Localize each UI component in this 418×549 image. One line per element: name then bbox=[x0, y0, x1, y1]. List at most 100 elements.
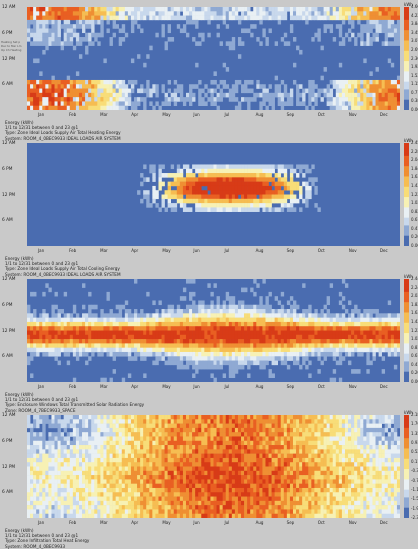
heatmap-cell bbox=[64, 339, 67, 344]
heatmap-cell bbox=[125, 428, 128, 433]
legend-swatch bbox=[404, 225, 409, 228]
heatmap-cell bbox=[36, 326, 39, 331]
heatmap-cell bbox=[296, 322, 299, 327]
heatmap-cell bbox=[226, 203, 229, 208]
heatmap-cell bbox=[97, 339, 100, 344]
heatmap-cell bbox=[134, 449, 137, 454]
y-tick-label: 12 AM bbox=[2, 5, 26, 10]
heatmap-cell bbox=[85, 89, 88, 94]
heatmap-cell bbox=[269, 356, 272, 361]
heatmap-cell bbox=[165, 475, 168, 480]
heatmap-cell bbox=[94, 343, 97, 348]
heatmap-cell bbox=[195, 497, 198, 502]
heatmap-cell bbox=[342, 37, 345, 42]
heatmap-cell bbox=[180, 471, 183, 476]
heatmap-cell bbox=[137, 419, 140, 424]
heatmap-cell bbox=[256, 352, 259, 357]
heatmap-cell bbox=[119, 318, 122, 323]
heatmap-cell bbox=[88, 436, 91, 441]
heatmap-cell bbox=[180, 505, 183, 510]
heatmap-cell bbox=[336, 80, 339, 85]
heatmap-cell bbox=[275, 339, 278, 344]
heatmap-cell bbox=[275, 335, 278, 340]
heatmap-cell bbox=[45, 318, 48, 323]
heatmap-cell bbox=[79, 497, 82, 502]
heatmap-cell bbox=[223, 80, 226, 85]
legend-swatch bbox=[404, 33, 409, 36]
heatmap-cell bbox=[70, 335, 73, 340]
heatmap-cell bbox=[363, 101, 366, 106]
heatmap-cell bbox=[183, 7, 186, 12]
heatmap-cell bbox=[125, 322, 128, 327]
heatmap-cell bbox=[171, 441, 174, 446]
heatmap-cell bbox=[256, 177, 259, 182]
heatmap-cell bbox=[333, 343, 336, 348]
heatmap-cell bbox=[198, 436, 201, 441]
heatmap-cell bbox=[61, 11, 64, 16]
heatmap-cell bbox=[82, 467, 85, 472]
heatmap-cell bbox=[379, 331, 382, 336]
heatmap-cell bbox=[116, 471, 119, 476]
heatmap-cell bbox=[308, 326, 311, 331]
heatmap-cell bbox=[88, 497, 91, 502]
heatmap-cell bbox=[348, 313, 351, 318]
heatmap-cell bbox=[235, 173, 238, 178]
heatmap-cell bbox=[113, 369, 116, 374]
heatmap-cell bbox=[128, 441, 131, 446]
heatmap-cell bbox=[64, 322, 67, 327]
heatmap-cell bbox=[186, 352, 189, 357]
heatmap-cell bbox=[162, 467, 165, 472]
heatmap-cell bbox=[45, 441, 48, 446]
heatmap-cell bbox=[55, 318, 58, 323]
heatmap-cell bbox=[360, 313, 363, 318]
heatmap-cell bbox=[366, 28, 369, 33]
heatmap-cell bbox=[342, 326, 345, 331]
heatmap-cell bbox=[152, 7, 155, 12]
heatmap-cell bbox=[201, 492, 204, 497]
heatmap-cell bbox=[388, 313, 391, 318]
heatmap-cell bbox=[100, 80, 103, 85]
heatmap-cell bbox=[42, 488, 45, 493]
heatmap-cell bbox=[27, 106, 30, 110]
heatmap-cell bbox=[397, 7, 400, 12]
heatmap-cell bbox=[140, 16, 143, 21]
heatmap-cell bbox=[244, 356, 247, 361]
heatmap-cell bbox=[324, 93, 327, 98]
heatmap-cell bbox=[284, 199, 287, 204]
heatmap-cell bbox=[311, 97, 314, 102]
heatmap-cell bbox=[146, 54, 149, 59]
heatmap-cell bbox=[94, 348, 97, 353]
heatmap-cell bbox=[189, 318, 192, 323]
heatmap-cell bbox=[189, 7, 192, 12]
heatmap-cell bbox=[189, 428, 192, 433]
heatmap-cell bbox=[180, 415, 183, 420]
heatmap-cell bbox=[79, 514, 82, 518]
heatmap-cell bbox=[354, 339, 357, 344]
heatmap-cell bbox=[186, 305, 189, 310]
heatmap-cell bbox=[296, 186, 299, 191]
legend-tick-label: 0.81 bbox=[411, 346, 418, 350]
heatmap-cell bbox=[128, 428, 131, 433]
heatmap-cell bbox=[110, 497, 113, 502]
heatmap-cell bbox=[235, 318, 238, 323]
heatmap-cell bbox=[70, 339, 73, 344]
heatmap-cell bbox=[131, 514, 134, 518]
heatmap-cell bbox=[183, 348, 186, 353]
heatmap-cell bbox=[30, 475, 33, 480]
heatmap-cell bbox=[33, 7, 36, 12]
heatmap-cell bbox=[247, 361, 250, 366]
heatmap-cell bbox=[241, 326, 244, 331]
heatmap-cell bbox=[27, 343, 30, 348]
heatmap-cell bbox=[131, 415, 134, 420]
heatmap-cell bbox=[293, 313, 296, 318]
heatmap-cell bbox=[152, 509, 155, 514]
heatmap-cell bbox=[122, 24, 125, 29]
heatmap-cell bbox=[382, 7, 385, 12]
heatmap-cell bbox=[369, 28, 372, 33]
heatmap-cell bbox=[39, 106, 42, 110]
heatmap-cell bbox=[229, 322, 232, 327]
heatmap-cell bbox=[134, 441, 137, 446]
heatmap-cell bbox=[235, 309, 238, 314]
heatmap-cell bbox=[244, 335, 247, 340]
heatmap-cell bbox=[183, 11, 186, 16]
